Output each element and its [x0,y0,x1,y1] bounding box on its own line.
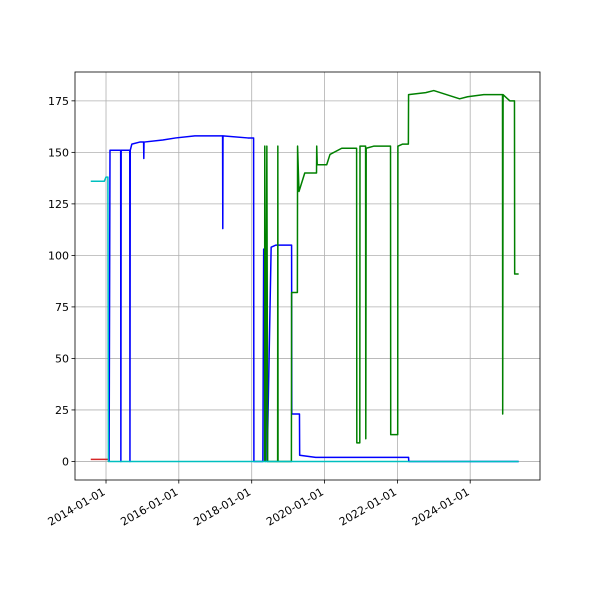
y-tick-label: 125 [48,198,69,211]
series-line [263,89,519,463]
y-tick-label: 75 [55,301,69,314]
y-tick-label: 0 [62,455,69,468]
y-tick-label: 50 [55,352,69,365]
plot-frame [74,71,541,481]
y-tick-label: 100 [48,249,69,262]
y-tick-label: 25 [55,404,69,417]
series-line [108,135,519,463]
series-line [90,176,519,463]
y-tick-label: 150 [48,146,69,159]
y-tick-label: 175 [48,95,69,108]
